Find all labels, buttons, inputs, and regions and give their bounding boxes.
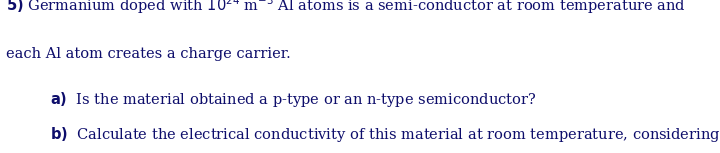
Text: each Al atom creates a charge carrier.: each Al atom creates a charge carrier. <box>6 47 290 61</box>
Text: $\mathbf{b)}$  Calculate the electrical conductivity of this material at room te: $\mathbf{b)}$ Calculate the electrical c… <box>50 125 720 144</box>
Text: $\mathbf{5)}$ Germanium doped with $10^{24}$ m$^{-3}$ Al atoms is a semi-conduct: $\mathbf{5)}$ Germanium doped with $10^{… <box>6 0 685 16</box>
Text: $\mathbf{a)}$  Is the material obtained a p-type or an n-type semiconductor?: $\mathbf{a)}$ Is the material obtained a… <box>50 90 537 109</box>
